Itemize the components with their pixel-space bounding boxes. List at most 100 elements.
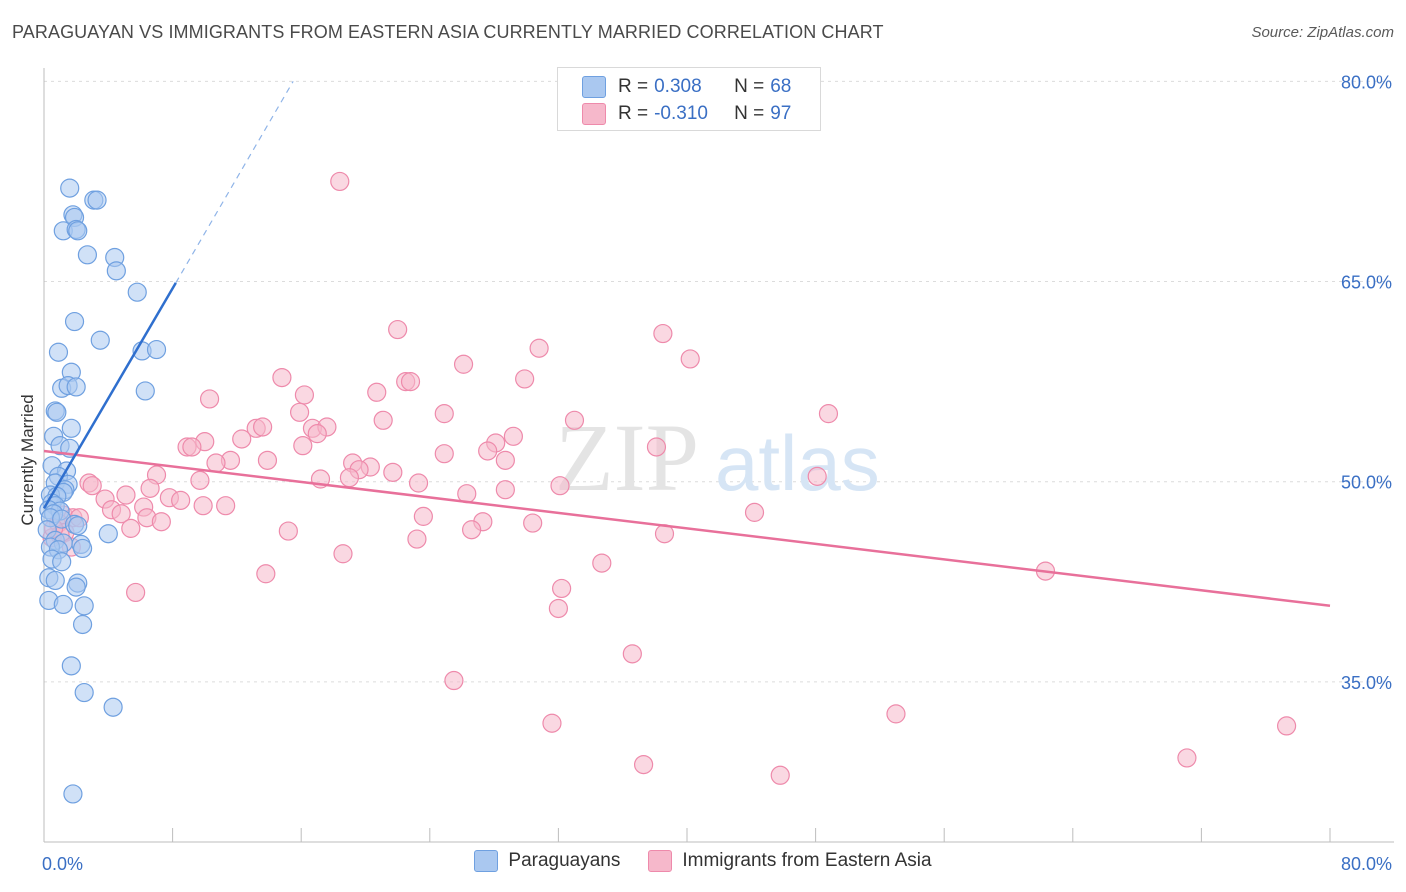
- data-point: [111, 504, 131, 524]
- data-point: [171, 490, 191, 510]
- data-point: [66, 377, 86, 397]
- data-point: [61, 418, 81, 438]
- data-point: [232, 429, 252, 449]
- data-point: [116, 485, 136, 505]
- axes: [43, 68, 1394, 843]
- data-point: [339, 468, 360, 488]
- data-point: [818, 404, 839, 424]
- data-point: [272, 368, 292, 388]
- data-point: [135, 381, 155, 401]
- data-point: [1276, 716, 1297, 736]
- data-point: [444, 670, 464, 691]
- data-point: [434, 444, 454, 464]
- data-point: [68, 221, 88, 241]
- r-label: R =: [618, 103, 649, 124]
- data-points: [37, 171, 1297, 804]
- source-label: Source: ZipAtlas.com: [1251, 24, 1394, 41]
- data-point: [523, 513, 543, 533]
- legend-row-paraguayans: R = 0.308 N = 68: [582, 74, 791, 100]
- data-point: [646, 437, 667, 457]
- r-value: -0.310: [654, 103, 708, 124]
- data-point: [52, 552, 72, 572]
- data-point: [206, 453, 226, 473]
- data-point: [77, 245, 98, 265]
- data-point: [63, 784, 83, 804]
- watermark-atlas: atlas: [715, 419, 880, 507]
- data-point: [383, 462, 403, 482]
- data-point: [744, 502, 765, 522]
- y-tick-label: 35.0%: [1341, 673, 1392, 693]
- data-point: [72, 538, 93, 559]
- data-point: [103, 697, 123, 717]
- data-point: [98, 524, 118, 544]
- data-point: [413, 506, 433, 526]
- data-point: [294, 385, 315, 405]
- data-point: [592, 553, 612, 573]
- data-point: [461, 520, 482, 540]
- data-point: [503, 426, 523, 446]
- data-point: [48, 342, 69, 362]
- data-point: [807, 466, 827, 486]
- data-point: [253, 417, 273, 437]
- n-label: N =: [734, 103, 765, 124]
- data-point: [68, 516, 88, 536]
- n-value: 68: [770, 76, 792, 97]
- data-point: [373, 410, 393, 430]
- data-point: [53, 594, 73, 615]
- data-point: [453, 354, 474, 374]
- data-point: [216, 496, 236, 516]
- data-point: [74, 682, 94, 703]
- x-tick-label: 0.0%: [42, 854, 83, 874]
- data-point: [886, 704, 906, 724]
- data-point: [256, 564, 276, 584]
- data-point: [64, 311, 85, 332]
- trend-line-paraguayans: [42, 282, 177, 510]
- data-point: [106, 261, 126, 281]
- series-legend: Paraguayans Immigrants from Eastern Asia: [0, 850, 1406, 872]
- data-point: [278, 521, 298, 541]
- data-point: [126, 582, 146, 603]
- data-point: [633, 754, 654, 775]
- data-point: [182, 437, 202, 457]
- data-point: [653, 323, 673, 344]
- data-point: [552, 578, 572, 599]
- data-point: [333, 544, 353, 564]
- data-point: [434, 404, 454, 424]
- data-point: [564, 410, 585, 430]
- data-point: [478, 441, 498, 461]
- data-point: [82, 476, 102, 496]
- data-point: [550, 476, 570, 496]
- y-tick-label: 50.0%: [1341, 473, 1392, 493]
- data-point: [151, 512, 171, 532]
- trend-lines: [42, 81, 1331, 608]
- data-point: [330, 171, 350, 192]
- data-point: [74, 596, 94, 616]
- data-point: [61, 656, 81, 676]
- data-point: [289, 402, 310, 422]
- trend-line-paraguayans-extension: [175, 81, 294, 284]
- data-point: [121, 518, 141, 538]
- data-point: [1177, 748, 1197, 768]
- data-point: [680, 349, 700, 369]
- data-point: [45, 570, 65, 591]
- legend-swatch-blue: [582, 76, 606, 98]
- data-point: [90, 330, 110, 350]
- data-point: [293, 436, 313, 456]
- data-point: [408, 473, 429, 493]
- legend-label: Immigrants from Eastern Asia: [682, 850, 932, 871]
- y-tick-label: 65.0%: [1341, 273, 1392, 293]
- legend-label: Paraguayans: [508, 850, 621, 871]
- data-point: [529, 338, 549, 358]
- legend-swatch-blue: [474, 850, 499, 872]
- data-point: [193, 496, 213, 516]
- data-point: [515, 369, 535, 389]
- data-point: [400, 372, 421, 392]
- gridlines: [44, 80, 1394, 683]
- x-tick-label: 80.0%: [1341, 854, 1392, 874]
- data-point: [770, 765, 790, 785]
- data-point: [72, 614, 93, 635]
- data-point: [407, 529, 427, 549]
- data-point: [542, 713, 562, 733]
- tick-labels: 35.0% 50.0% 65.0% 80.0% 0.0% 80.0%: [42, 72, 1392, 874]
